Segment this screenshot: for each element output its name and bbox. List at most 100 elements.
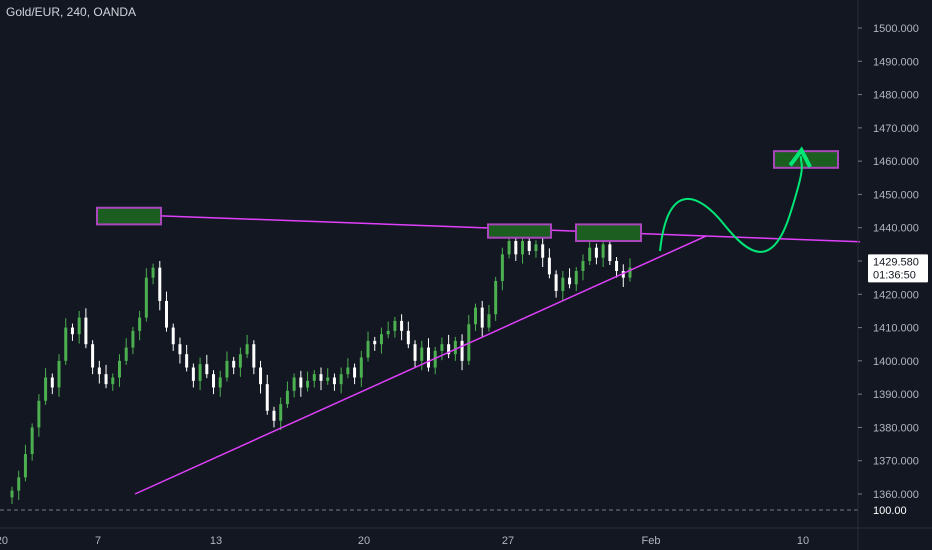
- candle-body: [205, 364, 209, 375]
- candle-body: [124, 347, 128, 361]
- candle-body: [50, 377, 54, 388]
- zone-box[interactable]: [773, 150, 839, 169]
- baseline-tag: [862, 503, 918, 517]
- candle-body: [185, 354, 189, 368]
- candle-body: [588, 247, 592, 261]
- candle-body: [326, 377, 330, 381]
- candle-body: [259, 367, 263, 385]
- candle-body: [615, 261, 619, 271]
- y-tick-label: 1470.000: [873, 123, 919, 135]
- candle-body: [453, 340, 457, 355]
- candle-body: [292, 377, 296, 391]
- baseline-label: 100.00: [873, 505, 907, 517]
- candle-body: [144, 277, 148, 318]
- x-tick-label: 27: [502, 535, 514, 547]
- candle-body: [212, 374, 216, 388]
- candle-body: [426, 347, 430, 368]
- drawings: [0, 146, 861, 511]
- candle-body: [554, 274, 558, 291]
- x-tick-label: 7: [95, 535, 101, 547]
- candle-body: [561, 277, 565, 291]
- candle-body: [500, 254, 504, 281]
- y-tick-label: 1500.000: [873, 23, 919, 35]
- candle-body: [581, 261, 585, 271]
- candle-body: [628, 267, 632, 278]
- y-tick-label: 1440.000: [873, 223, 919, 235]
- x-tick-label: Feb: [642, 535, 661, 547]
- candle-body: [91, 344, 95, 368]
- candle-body: [440, 344, 444, 351]
- candle-body: [406, 330, 410, 345]
- candle-body: [165, 300, 168, 328]
- candle-body: [393, 320, 397, 331]
- candle-body: [521, 241, 525, 255]
- candle-body: [332, 377, 336, 385]
- candle-body: [279, 404, 283, 421]
- candle-body: [474, 307, 477, 325]
- candle-body: [265, 384, 269, 411]
- candle-body: [487, 314, 491, 328]
- candle-body: [366, 340, 370, 358]
- candle-body: [400, 320, 404, 331]
- candle-body: [232, 360, 236, 368]
- candle-body: [420, 347, 424, 361]
- candle-body: [17, 477, 21, 491]
- candle-body: [30, 427, 34, 455]
- candle-body: [245, 344, 249, 355]
- symbol-title: Gold/EUR, 240, OANDA: [6, 5, 137, 19]
- candle-body: [460, 340, 464, 361]
- candle-body: [138, 317, 142, 331]
- candle-body: [37, 400, 41, 428]
- y-tick-label: 1450.000: [873, 189, 919, 201]
- y-tick-label: 1390.000: [873, 389, 919, 401]
- candle-body: [238, 354, 242, 368]
- projection-arrow[interactable]: [659, 146, 812, 253]
- x-tick-label: 20: [358, 535, 370, 547]
- candle-body: [70, 327, 74, 335]
- candle-body: [252, 344, 256, 368]
- zone-box[interactable]: [96, 206, 162, 226]
- candle-body: [480, 307, 484, 328]
- candle-body: [198, 364, 202, 381]
- candle-body: [77, 317, 81, 335]
- candle-body: [97, 367, 101, 375]
- time-axis[interactable]: 2020 7 13 20 27 Feb 10: [0, 527, 932, 547]
- candle-body: [527, 241, 531, 252]
- price-axis[interactable]: 1500.000 1490.000 1480.000 1470.000 1460.000…: [857, 0, 928, 550]
- zone-box[interactable]: [487, 223, 552, 239]
- y-tick-label: 1410.000: [873, 323, 919, 335]
- candle-body: [104, 374, 108, 385]
- y-tick-label: 1370.000: [873, 456, 919, 468]
- candle-body: [306, 380, 310, 388]
- zone-box[interactable]: [575, 223, 642, 243]
- candle-body: [117, 360, 121, 378]
- candle-body: [111, 377, 115, 385]
- candle-body: [44, 377, 48, 401]
- candle-body: [514, 241, 518, 255]
- x-tick-label: 2020: [0, 535, 8, 547]
- candle-body: [447, 344, 451, 355]
- candles: [10, 231, 632, 504]
- candle-body: [218, 377, 222, 388]
- countdown-label: 01:36:50: [873, 269, 916, 281]
- x-tick-label: 10: [797, 535, 809, 547]
- candle-body: [191, 367, 195, 381]
- candle-body: [225, 360, 229, 378]
- candle-body: [272, 410, 276, 421]
- candle-body: [541, 244, 545, 258]
- candle-body: [178, 344, 182, 355]
- candle-body: [346, 367, 350, 375]
- y-tick-label: 1480.000: [873, 90, 919, 102]
- candle-body: [574, 270, 578, 285]
- candle-body: [64, 327, 68, 361]
- candle-body: [84, 317, 88, 345]
- candle-body: [151, 267, 155, 278]
- y-tick-label: 1360.000: [873, 489, 919, 501]
- candle-body: [601, 244, 605, 258]
- candle-body: [57, 360, 61, 388]
- candle-body: [353, 367, 357, 378]
- support-trendline[interactable]: [134, 235, 707, 495]
- candle-body: [359, 357, 363, 378]
- candle-body: [379, 334, 383, 345]
